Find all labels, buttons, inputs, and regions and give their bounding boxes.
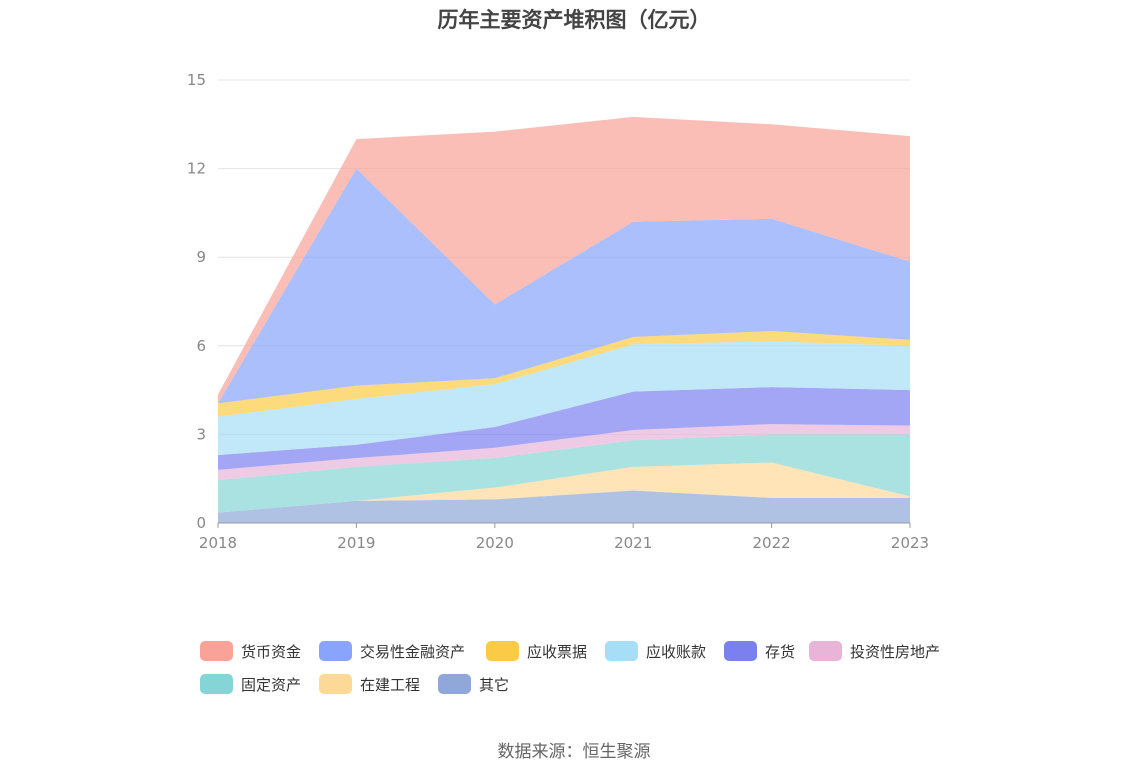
series-area [218,424,910,481]
series-area [218,434,910,513]
x-tick-label: 2021 [614,534,652,552]
legend-item[interactable]: 其它 [438,673,509,695]
legend-item[interactable]: 在建工程 [319,673,420,695]
y-tick-label: 15 [187,71,206,89]
legend-label: 固定资产 [241,675,302,694]
x-tick-label: 2018 [199,534,237,552]
y-tick-label: 6 [196,337,206,355]
stacked-area-chart: 0 3 6 9 12 15 2018 2019 2020 2021 2022 2023 [187,71,929,552]
legend-swatch [605,641,638,661]
legend-item[interactable]: 货币资金 [200,640,301,662]
legend-label: 投资性房地产 [850,642,941,661]
series-area [218,341,910,456]
legend-item[interactable]: 应收账款 [605,640,706,662]
series-area [218,116,910,404]
legend-item[interactable]: 存货 [724,640,795,662]
legend-swatch [724,641,757,661]
legend-swatch [809,641,842,661]
x-tick-label: 2020 [476,534,514,552]
legend-item[interactable]: 投资性房地产 [809,640,940,662]
legend-item[interactable]: 固定资产 [200,673,301,695]
legend-label: 应收票据 [527,642,588,661]
y-tick-label: 3 [196,425,206,443]
legend-label: 在建工程 [360,675,421,694]
series-area [218,387,910,470]
x-tick-label: 2022 [753,534,791,552]
series-area [218,168,910,404]
legend-label: 其它 [479,675,510,694]
legend-item[interactable]: 应收票据 [486,640,587,662]
legend-swatch [200,641,233,661]
legend-swatch [200,674,233,694]
legend-swatch [319,674,352,694]
x-tick-label: 2019 [337,534,375,552]
series-area [218,331,910,417]
y-tick-label: 12 [187,160,206,178]
legend-label: 交易性金融资产 [360,642,466,661]
legend-label: 应收账款 [646,642,707,661]
legend-label: 存货 [765,642,796,661]
data-source: 数据来源：恒生聚源 [497,742,651,762]
legend-swatch [486,641,519,661]
y-tick-label: 0 [196,514,206,532]
series-area [218,490,910,523]
y-tick-label: 9 [196,248,206,266]
series-area [218,462,910,513]
legend-swatch [319,641,352,661]
chart-title: 历年主要资产堆积图（亿元） [437,8,711,32]
legend-label: 货币资金 [241,642,302,661]
x-tick-label: 2023 [891,534,929,552]
legend-item[interactable]: 交易性金融资产 [319,640,465,662]
legend-swatch [438,674,471,694]
